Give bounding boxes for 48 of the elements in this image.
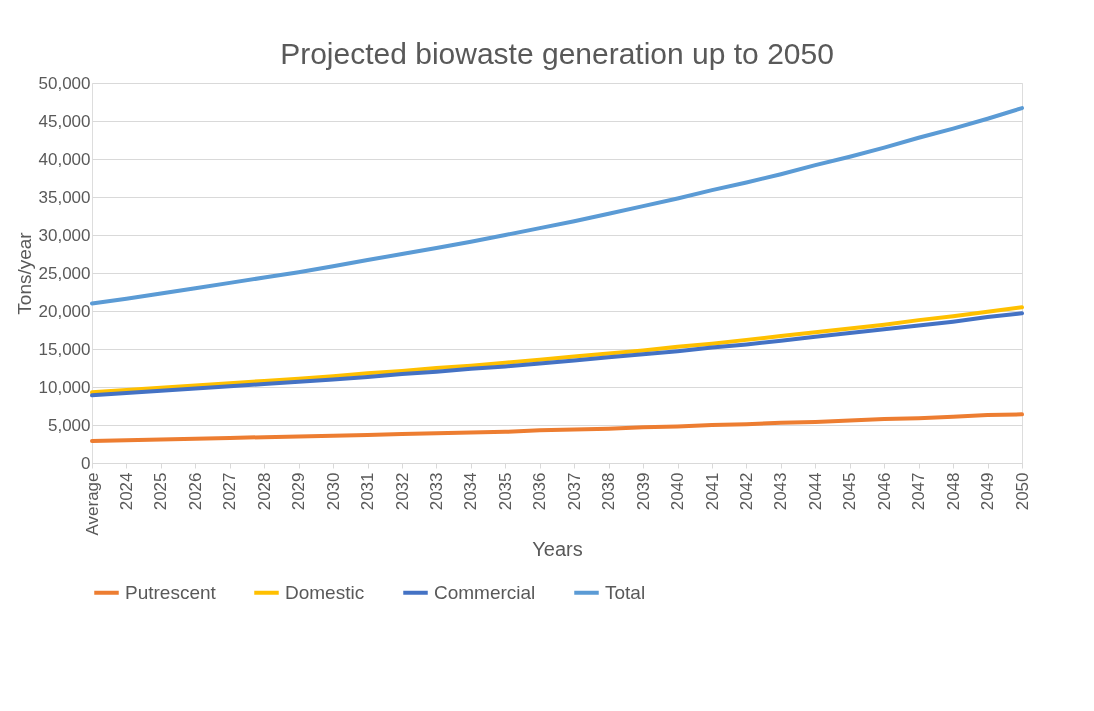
x-tick-label: 2025 [151, 472, 171, 511]
x-tick-label: 2049 [978, 472, 998, 511]
x-tick-label: 2048 [943, 472, 963, 511]
x-tick-label: 2047 [909, 472, 929, 511]
x-tick-label: 2046 [874, 472, 894, 511]
x-tick-label: 2030 [323, 472, 343, 511]
x-tick-label: 2035 [495, 472, 515, 511]
y-axis-title: Tons/year [13, 231, 35, 315]
x-tick-label: 2040 [668, 472, 688, 511]
x-tick-label: 2027 [220, 472, 240, 511]
x-tick-label: 2041 [702, 472, 722, 511]
x-tick-label: 2033 [426, 472, 446, 511]
x-tick-label: 2031 [358, 472, 378, 511]
x-tick-label: 2026 [185, 472, 205, 511]
x-tick-label: 2037 [564, 472, 584, 511]
y-tick-label: 15,000 [38, 339, 91, 359]
legend-label: Commercial [434, 581, 536, 603]
x-tick-label: Average [82, 472, 102, 536]
y-tick-label: 0 [81, 453, 91, 473]
x-tick-label: 2042 [736, 472, 756, 511]
x-tick-label: 2045 [840, 472, 860, 511]
y-tick-label: 5,000 [47, 415, 91, 435]
x-tick-label: 2034 [461, 472, 481, 511]
line-series [90, 106, 1024, 306]
x-tick-label: 2032 [392, 472, 412, 511]
x-tick-label: 2024 [116, 472, 136, 511]
y-tick-label: 20,000 [38, 301, 91, 321]
x-axis-title: Years [532, 537, 583, 560]
y-tick-label: 30,000 [38, 225, 91, 245]
y-tick-label: 10,000 [38, 377, 91, 397]
chart-title: Projected biowaste generation up to 2050 [280, 37, 834, 70]
x-tick-label: 2028 [254, 472, 274, 511]
y-tick-label: 35,000 [38, 187, 91, 207]
x-tick-label: 2029 [289, 472, 309, 511]
x-tick-label: 2043 [771, 472, 791, 511]
legend-label: Putrescent [125, 581, 217, 603]
y-tick-label: 45,000 [38, 111, 91, 131]
y-tick-label: 40,000 [38, 149, 91, 169]
y-tick-label: 50,000 [38, 73, 91, 93]
x-tick-label: 2050 [1012, 472, 1032, 511]
legend-label: Total [605, 581, 646, 603]
line-series [90, 412, 1024, 443]
x-tick-label: 2044 [805, 472, 825, 511]
x-tick-label: 2038 [599, 472, 619, 511]
x-tick-label: 2036 [530, 472, 550, 511]
x-tick-label: 2039 [633, 472, 653, 511]
y-tick-label: 25,000 [38, 263, 91, 283]
legend-label: Domestic [285, 581, 365, 603]
